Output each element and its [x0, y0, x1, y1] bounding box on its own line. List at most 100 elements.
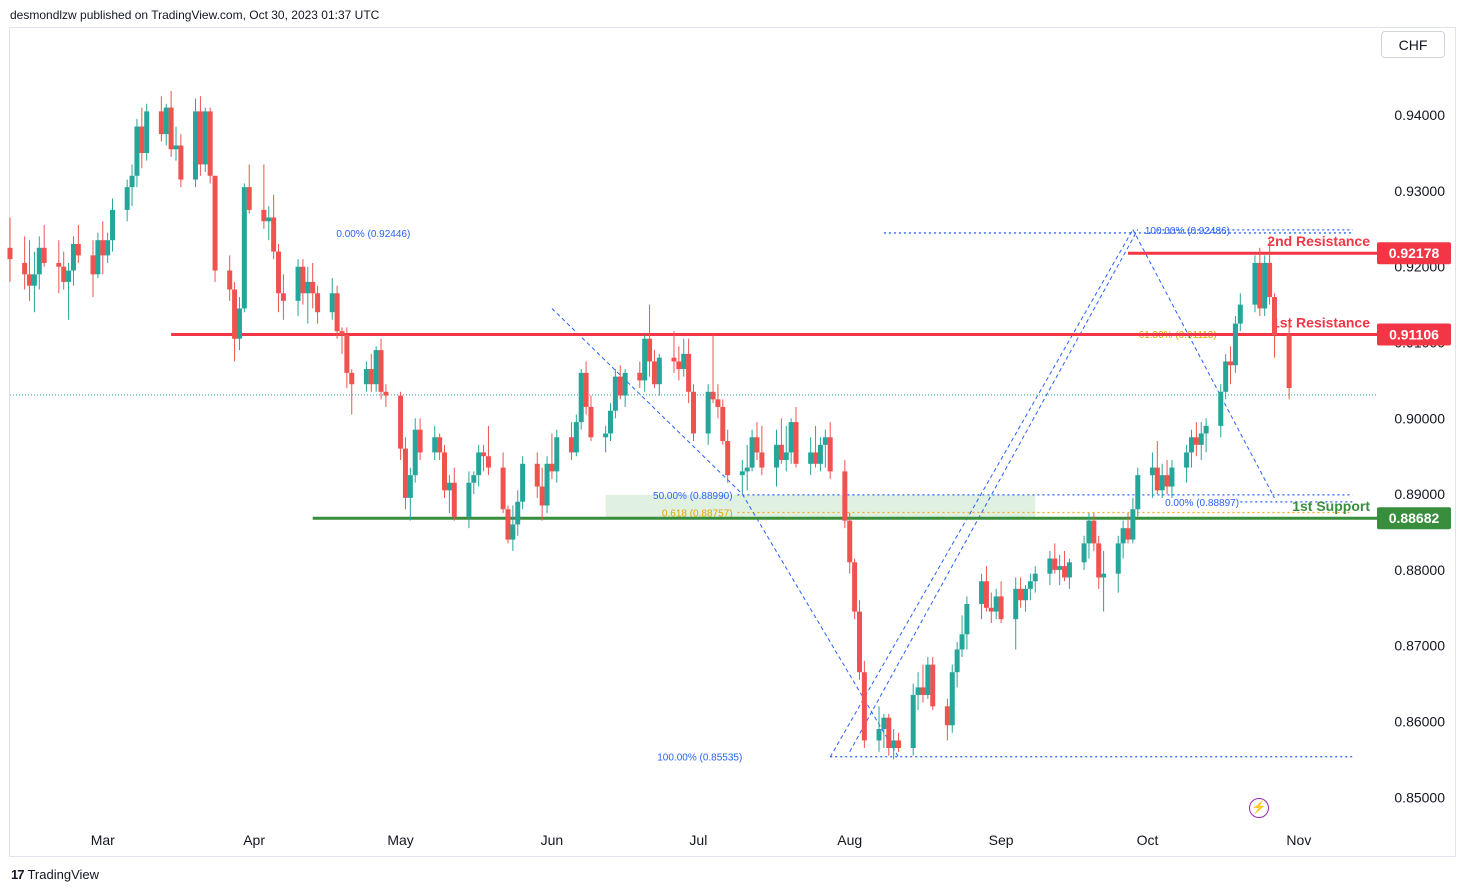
- candle-body: [549, 463, 555, 472]
- candle-body: [754, 437, 760, 453]
- candle-body: [1159, 475, 1165, 491]
- candle-body: [534, 463, 540, 487]
- candle-body: [305, 281, 311, 294]
- candle-body: [1101, 573, 1107, 578]
- swing-line: [551, 308, 743, 495]
- candle-body: [1232, 323, 1238, 366]
- candle-body: [964, 604, 970, 635]
- candle-body: [778, 444, 784, 460]
- candle-body: [407, 475, 413, 498]
- candle-body: [544, 463, 550, 506]
- tradingview-logo[interactable]: 17 TradingView: [11, 867, 99, 882]
- candle-body: [373, 350, 379, 385]
- fib-label: 50.00% (0.88990): [653, 491, 733, 502]
- currency-button[interactable]: CHF: [1381, 31, 1445, 58]
- candle-body: [246, 187, 252, 210]
- candle-body: [861, 672, 867, 741]
- candle-body: [432, 437, 438, 453]
- candle-body: [36, 247, 42, 275]
- y-tick-label: 0.89000: [1394, 486, 1445, 502]
- candle-body: [158, 111, 164, 135]
- candle-body: [1115, 543, 1121, 574]
- price-tag-label: 0.92178: [1389, 245, 1440, 261]
- candle-body: [241, 187, 247, 309]
- y-tick-label: 0.87000: [1394, 638, 1445, 654]
- candle-body: [276, 251, 282, 294]
- y-tick-label: 0.94000: [1394, 107, 1445, 123]
- candle-body: [637, 372, 643, 381]
- candle-body: [583, 372, 589, 407]
- candle-body: [1198, 433, 1204, 445]
- candle-body: [1169, 467, 1175, 487]
- candle-body: [949, 672, 955, 726]
- x-tick-label: Nov: [1286, 832, 1311, 848]
- candle-body: [568, 437, 574, 453]
- candle-body: [110, 209, 116, 241]
- y-tick-label: 0.88000: [1394, 562, 1445, 578]
- candle-body: [310, 281, 316, 294]
- candle-body: [90, 255, 96, 275]
- candle-body: [471, 475, 477, 483]
- publisher-line: desmondlzw published on TradingView.com,…: [10, 8, 380, 22]
- candle-body: [315, 293, 321, 313]
- candle-body: [891, 740, 897, 748]
- candle-body: [1091, 520, 1097, 544]
- candle-body: [368, 369, 374, 385]
- candle-body: [227, 270, 233, 290]
- x-tick-label: Apr: [243, 832, 265, 848]
- candle-body: [773, 444, 779, 468]
- candle-body: [334, 293, 340, 332]
- candle-body: [612, 376, 618, 411]
- swing-line: [741, 493, 899, 758]
- fib-label: 100.00% (0.92486): [1145, 226, 1230, 237]
- x-tick-label: Sep: [989, 832, 1014, 848]
- candle-body: [1193, 437, 1199, 445]
- candle-body: [539, 486, 545, 506]
- candle-body: [1027, 581, 1033, 589]
- candle-body: [485, 456, 491, 468]
- candle-body: [1013, 588, 1019, 620]
- candle-body: [1267, 262, 1273, 298]
- candle-body: [339, 331, 345, 335]
- candle-body: [70, 244, 76, 271]
- candle-body: [1252, 262, 1258, 305]
- candle-body: [603, 433, 609, 438]
- candle-body: [261, 209, 267, 222]
- candle-body: [827, 437, 833, 472]
- candle-body: [710, 391, 716, 400]
- candle-body: [788, 422, 794, 453]
- candle-body: [1149, 467, 1155, 476]
- candle-body: [520, 463, 526, 502]
- candle-body: [7, 247, 13, 260]
- candle-body: [676, 361, 682, 370]
- candle-body: [705, 391, 711, 434]
- candle-body: [1218, 391, 1224, 426]
- candle-body: [378, 350, 384, 392]
- x-tick-label: Jun: [541, 832, 564, 848]
- candle-body: [129, 175, 135, 188]
- fib-label: 100.00% (0.85535): [657, 753, 742, 764]
- candle-body: [1086, 520, 1092, 544]
- x-axis[interactable]: Mar Apr May Jun Jul Aug Sep Oct Nov: [91, 832, 1312, 848]
- candle-body: [671, 357, 677, 362]
- candle-body: [466, 482, 472, 517]
- candle-body: [1188, 437, 1194, 453]
- fib-label: 0.00% (0.88897): [1165, 498, 1239, 509]
- candle-body: [725, 441, 731, 476]
- candle-body: [817, 444, 823, 464]
- candle-body: [124, 187, 130, 210]
- candle-body: [691, 391, 696, 434]
- candle-body: [417, 429, 423, 453]
- y-axis[interactable]: 0.950000.940000.930000.920000.910000.900…: [1394, 31, 1445, 805]
- x-tick-label: Mar: [91, 832, 115, 848]
- candle-body: [681, 353, 687, 370]
- candle-body: [442, 452, 448, 491]
- candle-body: [212, 175, 218, 271]
- candle-body: [1057, 566, 1063, 570]
- candle-body: [173, 145, 179, 150]
- candle-body: [1096, 543, 1102, 578]
- levels-layer: 2nd Resistance 1st Resistance 1st Support: [10, 233, 1377, 520]
- candle-body: [144, 111, 150, 154]
- lightning-icon[interactable]: ⚡: [1249, 798, 1269, 818]
